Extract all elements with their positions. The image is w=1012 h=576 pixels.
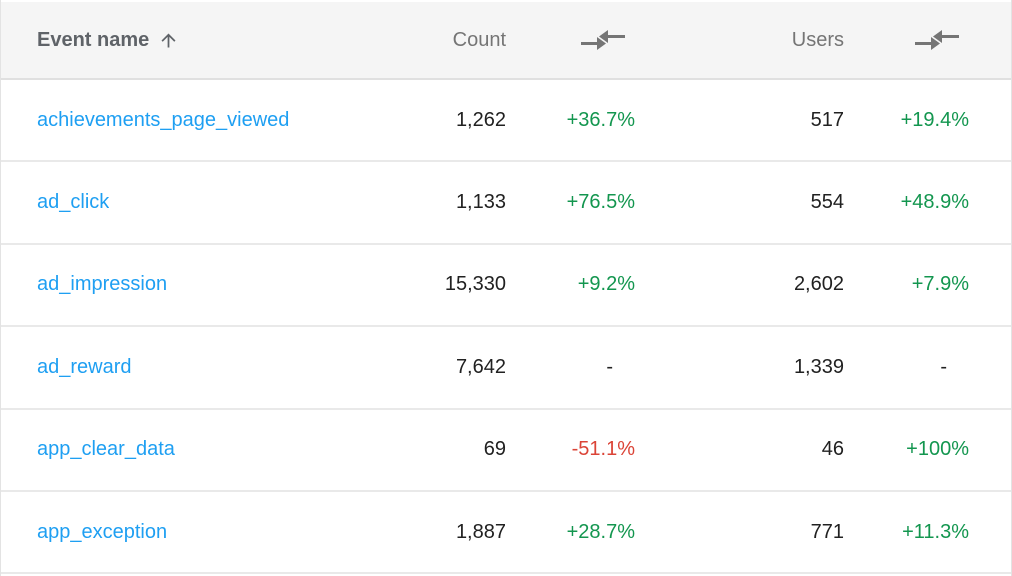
event-name-link[interactable]: app_clear_data — [37, 438, 175, 461]
users-value: 2,602 — [793, 273, 844, 296]
count-change-value: +9.2% — [577, 273, 635, 296]
count-column-label: Count — [452, 28, 506, 51]
compare-arrows-icon — [915, 30, 959, 50]
count-change-value: - — [606, 355, 613, 378]
count-value: 1,133 — [455, 191, 506, 214]
users-change-value: +7.9% — [911, 273, 969, 296]
count-value: 1,887 — [455, 520, 506, 543]
event-name-link[interactable]: ad_click — [37, 191, 110, 214]
event-name-link[interactable]: ad_impression — [37, 273, 168, 296]
table-row: app_exception 1,887 +28.7% 771 +11.3% — [1, 491, 1011, 575]
table-row: app_clear_data 69 -51.1% 46 +100% — [1, 409, 1011, 492]
header-cell-event-name: Event name — [37, 29, 356, 52]
count-change-value: -51.1% — [571, 438, 635, 461]
header-cell-count[interactable]: Count — [356, 29, 506, 52]
count-change-value: +28.7% — [566, 520, 635, 543]
users-change-value: - — [940, 355, 947, 378]
header-cell-count-change — [506, 30, 635, 50]
sort-by-event-name[interactable]: Event name — [37, 29, 179, 52]
users-value: 46 — [821, 438, 844, 461]
header-cell-users-change — [844, 30, 969, 50]
count-value: 15,330 — [444, 273, 506, 296]
event-name-link[interactable]: app_exception — [37, 520, 168, 543]
sort-ascending-arrow-icon — [158, 30, 179, 51]
count-change-value: +76.5% — [566, 191, 635, 214]
compare-arrows-icon — [581, 30, 625, 50]
count-change-value: +36.7% — [566, 108, 635, 131]
users-value: 1,339 — [793, 355, 844, 378]
users-column-label: Users — [791, 28, 844, 51]
count-value: 7,642 — [455, 355, 506, 378]
users-value: 517 — [810, 108, 844, 131]
table-row: ad_click 1,133 +76.5% 554 +48.9% — [1, 162, 1011, 245]
table-row: ad_impression 15,330 +9.2% 2,602 +7.9% — [1, 244, 1011, 328]
table-row: ad_reward 7,642 - 1,339 - — [1, 327, 1011, 410]
users-change-value: +48.9% — [900, 191, 969, 214]
event-name-link[interactable]: achievements_page_viewed — [37, 108, 290, 131]
users-change-value: +19.4% — [900, 108, 969, 131]
table-row: achievements_page_viewed 1,262 +36.7% 51… — [1, 80, 1011, 163]
table-body: achievements_page_viewed 1,262 +36.7% 51… — [1, 80, 1011, 575]
event-name-column-label: Event name — [37, 28, 150, 51]
count-value: 1,262 — [455, 108, 506, 131]
count-value: 69 — [483, 438, 506, 461]
users-change-value: +11.3% — [902, 520, 969, 543]
users-value: 771 — [810, 520, 844, 543]
event-name-link[interactable]: ad_reward — [37, 355, 132, 378]
table-header-row: Event name Count Users — [1, 2, 1011, 80]
header-cell-users[interactable]: Users — [635, 29, 844, 52]
users-change-value: +100% — [906, 438, 969, 461]
users-value: 554 — [810, 191, 844, 214]
